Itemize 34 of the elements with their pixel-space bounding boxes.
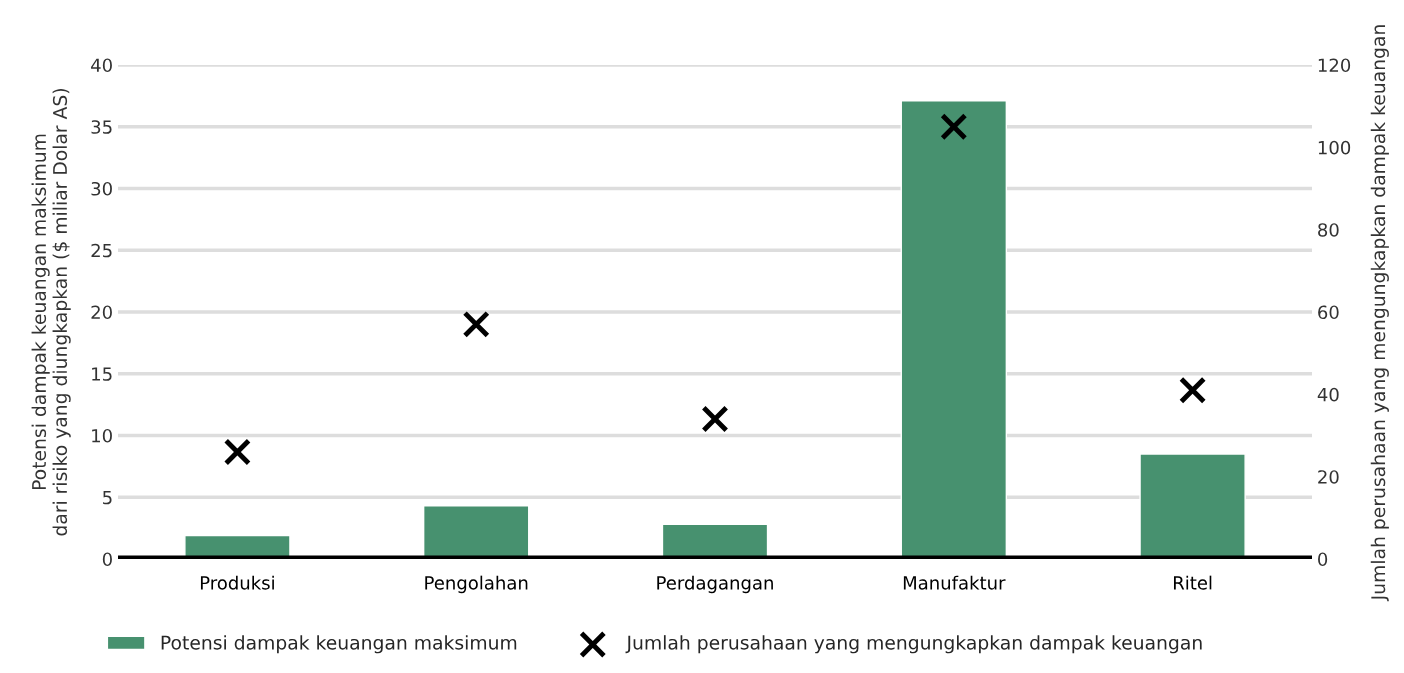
y2-tick-label: 60 [1318,305,1339,320]
bar [422,505,530,559]
y-tick-label: 0 [102,552,112,567]
x-tick-label: Perdagangan [657,575,773,594]
y-tick-label: 15 [92,367,112,381]
y2-tick-label: 100 [1318,140,1351,155]
y-tick-label: 40 [91,58,112,73]
point [462,310,490,338]
x-tick-label: Pengolahan [425,575,528,594]
y2-axis-title: Jumlah perusahaan yang mengungkapkan dampak keuangan [1370,25,1389,602]
bar [900,100,1008,559]
y-axis-title: Potensi dampak keuangan maksimum dari risiko yang diungkapkan ($ miliar Dolar AS) [31,88,71,536]
legend-label: Potensi dampak keuangan maksimum [161,635,517,654]
y-tick-label: 30 [91,181,112,196]
y2-tick-label: 20 [1318,470,1339,484]
x-tick-label: Produksi [200,575,274,590]
point [1178,376,1207,404]
y2-tick-label: 0 [1318,552,1328,567]
x-tick-label: Manufaktur [903,575,1006,590]
legend-label: Jumlah perusahaan yang mengungkapkan dampak keuangan [625,635,1202,654]
point [940,113,968,141]
y-tick-label: 25 [91,243,112,258]
x-tick-label: Ritel [1173,575,1212,590]
y-tick-label: 10 [92,428,112,443]
y-tick-label: 35 [91,120,112,134]
y2-tick-label: 40 [1317,387,1339,402]
point [701,405,729,433]
bar [661,523,769,559]
y2-tick-label: 80 [1318,223,1339,237]
y-tick-label: 20 [91,305,112,320]
y-tick-label: 5 [103,490,112,505]
point [223,438,252,466]
y2-tick-label: 120 [1318,58,1351,73]
bar [1139,453,1246,559]
